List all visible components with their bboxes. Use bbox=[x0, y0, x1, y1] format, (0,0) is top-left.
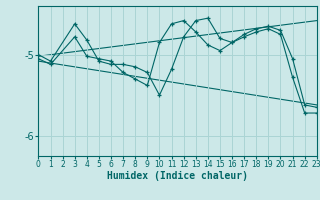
X-axis label: Humidex (Indice chaleur): Humidex (Indice chaleur) bbox=[107, 171, 248, 181]
